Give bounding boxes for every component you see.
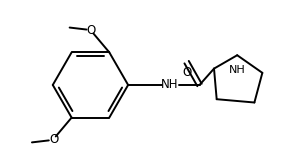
- Text: NH: NH: [161, 78, 179, 91]
- Text: O: O: [49, 133, 58, 146]
- Text: O: O: [87, 24, 96, 37]
- Text: O: O: [182, 66, 191, 79]
- Text: NH: NH: [229, 65, 246, 75]
